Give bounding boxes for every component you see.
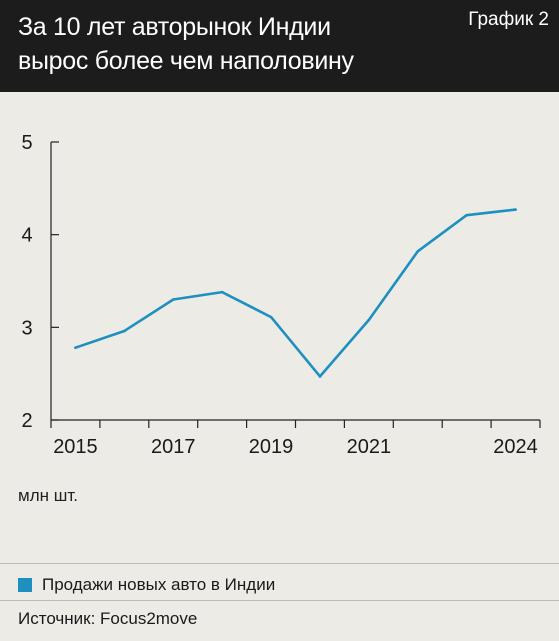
legend-swatch xyxy=(18,578,32,592)
y-unit-label: млн шт. xyxy=(18,486,78,505)
data-point xyxy=(416,250,420,253)
chart-number-badge: График 2 xyxy=(468,9,549,30)
title-line-1: За 10 лет авторынок Индии xyxy=(18,13,331,41)
x-tick-label: 2017 xyxy=(151,436,196,458)
y-tick-label: 3 xyxy=(21,317,32,339)
data-point xyxy=(269,315,273,319)
data-point xyxy=(514,208,517,211)
data-point xyxy=(465,213,468,217)
series-line xyxy=(74,208,517,378)
y-tick-label: 5 xyxy=(21,132,32,154)
data-point xyxy=(318,375,322,378)
x-tick-label: 2024 xyxy=(493,436,538,458)
x-tick-label: 2021 xyxy=(347,436,392,458)
data-point xyxy=(171,298,175,301)
x-tick-label: 2015 xyxy=(53,436,98,458)
x-tick-label: 2019 xyxy=(249,436,294,458)
chart-header: За 10 лет авторынок Индии вырос более че… xyxy=(0,0,559,92)
legend: Продажи новых авто в Индии xyxy=(18,574,275,596)
chart-title: За 10 лет авторынок Индии вырос более че… xyxy=(18,10,418,78)
data-point xyxy=(74,346,77,350)
line-chart: 2 3 4 5 2015 2017 2019 2021 2024 xyxy=(21,132,541,458)
legend-label: Продажи новых авто в Индии xyxy=(42,575,276,594)
data-point xyxy=(220,290,224,294)
source-divider xyxy=(0,600,559,601)
y-tick-label: 2 xyxy=(21,410,32,432)
data-point xyxy=(123,329,126,333)
legend-divider xyxy=(0,563,559,564)
source-note: Источник: Focus2move xyxy=(18,609,198,628)
data-point xyxy=(367,318,371,322)
y-tick-label: 4 xyxy=(21,225,32,247)
title-line-2: вырос более чем наполовину xyxy=(18,47,354,75)
